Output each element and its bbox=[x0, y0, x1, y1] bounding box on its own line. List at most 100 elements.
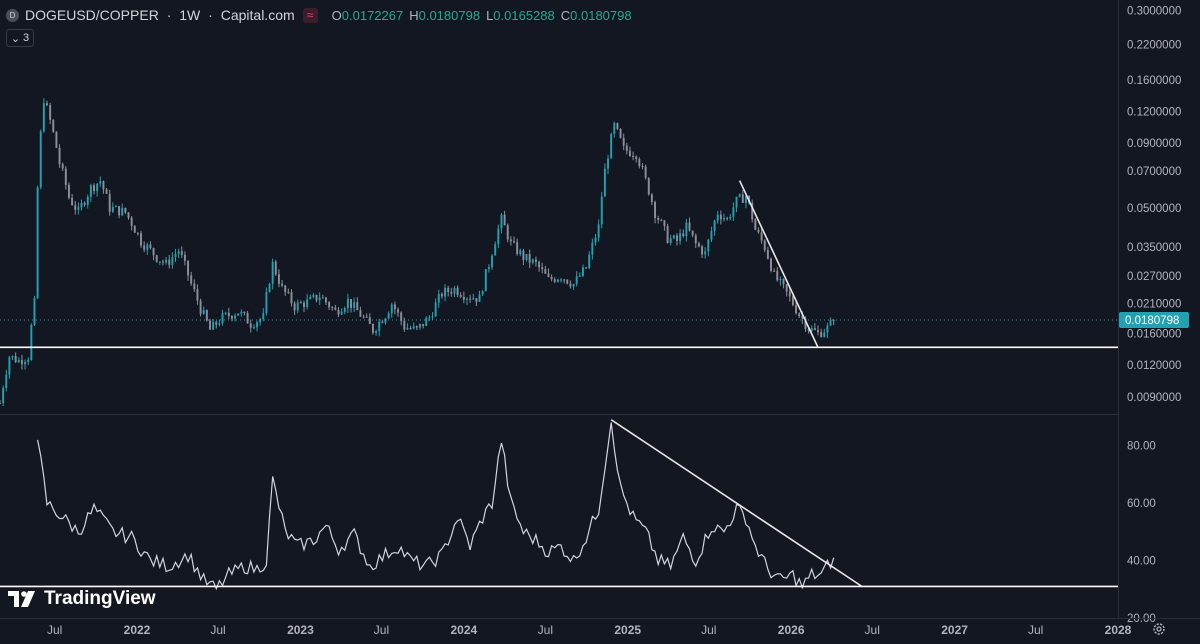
candle-body bbox=[284, 285, 287, 292]
tradingview-logo-icon bbox=[8, 591, 35, 607]
gear-icon[interactable] bbox=[1152, 622, 1166, 636]
candle-body bbox=[96, 183, 99, 191]
candle-body bbox=[494, 244, 497, 256]
candle-body bbox=[632, 155, 635, 157]
candle-body bbox=[371, 323, 374, 333]
candle-body bbox=[647, 177, 650, 195]
candle-body bbox=[8, 357, 11, 375]
low-value: 0.0165288 bbox=[493, 7, 555, 23]
candle-body bbox=[39, 131, 42, 188]
candle-body bbox=[462, 296, 465, 300]
candle-body bbox=[701, 246, 704, 255]
candle-body bbox=[49, 105, 52, 120]
time-tick-label: Jul bbox=[47, 623, 62, 637]
candle-body bbox=[676, 235, 678, 241]
candle-body bbox=[757, 229, 760, 233]
candle-body bbox=[133, 225, 136, 233]
time-tick-label: Jul bbox=[865, 623, 880, 637]
candle-body bbox=[20, 359, 23, 365]
candle-body bbox=[556, 279, 559, 282]
last-price-label: 0.0180798 bbox=[1125, 315, 1179, 327]
tradingview-logo[interactable]: TradingView bbox=[8, 588, 156, 610]
candle-body bbox=[281, 283, 284, 286]
price-axis[interactable]: 0.3000000 0.2200000 0.1600000 0.1200000 0.09… bbox=[1119, 6, 1189, 404]
candle-body bbox=[271, 261, 274, 284]
time-tick-label: 2025 bbox=[614, 623, 641, 637]
candle-body bbox=[127, 212, 130, 218]
candle-body bbox=[738, 194, 741, 197]
oscillator-pane[interactable] bbox=[0, 419, 1118, 591]
candle-body bbox=[215, 321, 218, 325]
candle-body bbox=[190, 275, 193, 284]
candle-body bbox=[600, 196, 603, 225]
price-pane[interactable] bbox=[0, 98, 1118, 407]
candle-body bbox=[30, 324, 33, 360]
candle-body bbox=[472, 298, 475, 300]
price-tick-label: 0.0160000 bbox=[1127, 328, 1181, 340]
candle-body bbox=[497, 228, 500, 245]
open-label: O bbox=[331, 7, 342, 23]
candle-body bbox=[829, 319, 832, 326]
candle-body bbox=[578, 275, 581, 277]
candle-body bbox=[795, 305, 798, 314]
candle-body bbox=[240, 311, 243, 314]
candle-body bbox=[591, 242, 594, 255]
candle-body bbox=[67, 184, 70, 198]
candle-body bbox=[400, 312, 403, 321]
price-tick-label: 0.1200000 bbox=[1127, 106, 1181, 118]
candle-body bbox=[707, 239, 710, 252]
candle-body bbox=[321, 297, 324, 299]
time-tick-label: Jul bbox=[210, 623, 225, 637]
candle-body bbox=[616, 123, 619, 129]
candle-body bbox=[657, 218, 660, 220]
indicators-collapse-button[interactable]: ⌄ 3 bbox=[6, 29, 34, 47]
candle-body bbox=[55, 131, 58, 148]
candle-body bbox=[810, 328, 813, 331]
time-tick-label: 2022 bbox=[124, 623, 151, 637]
candle-body bbox=[491, 255, 494, 268]
pane-separators bbox=[0, 0, 1200, 619]
candle-body bbox=[359, 310, 362, 317]
time-axis[interactable]: Jul 2022 Jul 2023 Jul 2024 Jul 2025 Jul 2026 Jul 20… bbox=[47, 623, 1132, 637]
candle-body bbox=[287, 291, 290, 293]
candle-body bbox=[563, 279, 566, 281]
candle-body bbox=[613, 123, 616, 134]
candle-body bbox=[516, 242, 519, 255]
price-tick-label: 0.0500000 bbox=[1127, 203, 1181, 215]
candle-body bbox=[309, 296, 312, 300]
candle-body bbox=[365, 316, 368, 318]
candle-body bbox=[625, 145, 628, 151]
price-tick-label: 0.0210000 bbox=[1127, 298, 1181, 310]
candle-body bbox=[328, 302, 331, 308]
candle-body bbox=[569, 283, 572, 287]
candle-body bbox=[36, 187, 39, 299]
candle-body bbox=[152, 248, 155, 256]
candle-body bbox=[628, 150, 631, 156]
candle-body bbox=[506, 225, 509, 240]
candle-body bbox=[130, 217, 133, 226]
price-tick-label: 0.0120000 bbox=[1127, 360, 1181, 372]
candle-body bbox=[14, 356, 17, 363]
candle-body bbox=[61, 164, 64, 169]
wave-icon[interactable]: ≈ bbox=[302, 7, 318, 23]
candle-body bbox=[337, 309, 340, 315]
candle-body bbox=[105, 189, 108, 194]
candle-body bbox=[610, 133, 613, 159]
symbol-title[interactable]: DOGEUSD/COPPER · 1W · Capital.com bbox=[25, 7, 295, 23]
candle-body bbox=[259, 319, 262, 323]
candle-body bbox=[108, 193, 111, 212]
candle-body bbox=[136, 232, 139, 234]
candle-body bbox=[729, 216, 732, 219]
oscillator-trendline bbox=[610, 419, 863, 588]
candle-body bbox=[798, 313, 801, 317]
candle-body bbox=[525, 253, 528, 260]
candle-body bbox=[660, 219, 663, 221]
candle-body bbox=[801, 316, 804, 319]
candle-body bbox=[415, 326, 418, 328]
candle-body bbox=[46, 103, 48, 106]
candle-body bbox=[826, 325, 829, 333]
logo-text: TradingView bbox=[44, 588, 156, 609]
candle-body bbox=[331, 307, 334, 309]
